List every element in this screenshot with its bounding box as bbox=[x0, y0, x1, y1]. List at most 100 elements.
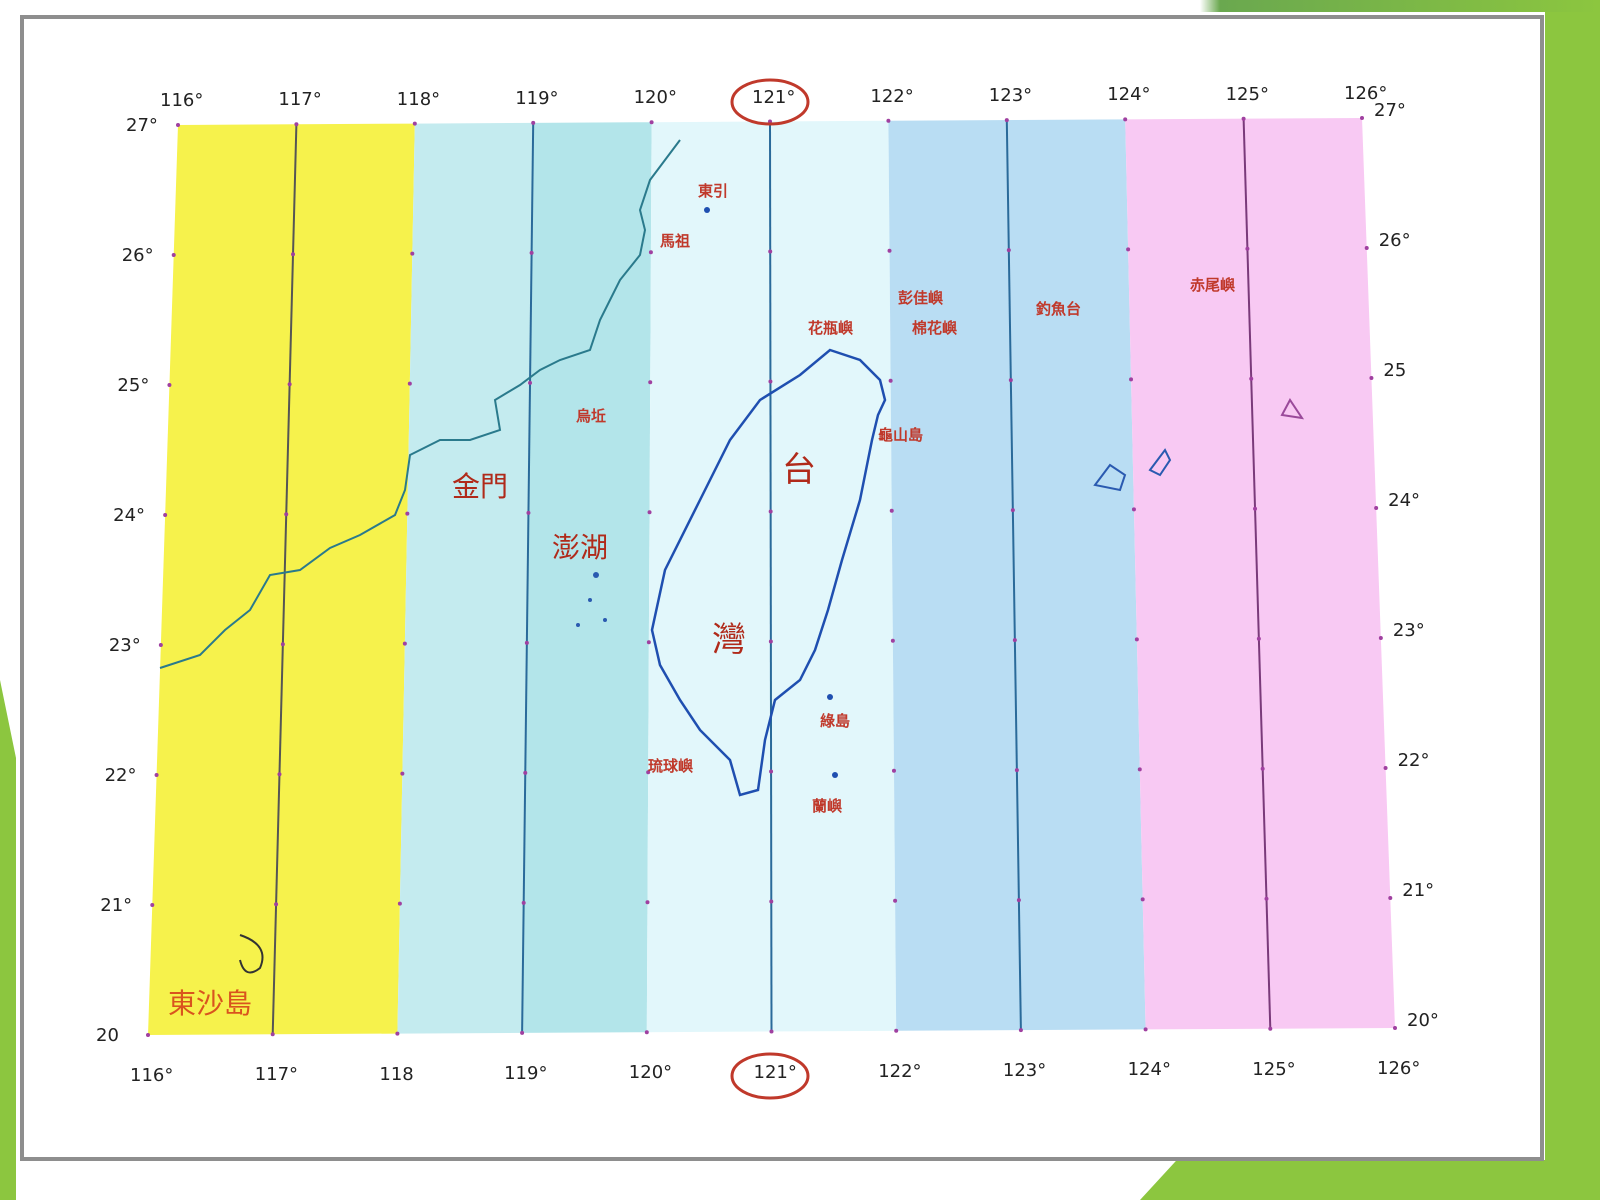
right-tick-label: 21° bbox=[1402, 880, 1435, 901]
bottom-tick-label: 123° bbox=[1002, 1060, 1047, 1082]
meridian-121 bbox=[769, 121, 773, 1032]
ludao-dot bbox=[827, 694, 833, 700]
label-matsu: 馬祖 bbox=[660, 232, 691, 250]
meridian-121-top-circle bbox=[730, 78, 810, 126]
right-tick-label: 23° bbox=[1392, 620, 1425, 641]
grid-mark bbox=[1014, 768, 1019, 773]
bottom-tick-label: 120° bbox=[628, 1062, 673, 1084]
green-frame-left bbox=[0, 680, 16, 1200]
grid-mark bbox=[1360, 116, 1364, 120]
grid-mark bbox=[888, 378, 893, 383]
left-tick-label: 25° bbox=[117, 375, 150, 396]
top-tick-label: 123° bbox=[988, 85, 1033, 107]
grid-mark bbox=[410, 251, 415, 256]
zone-119-120 bbox=[522, 122, 652, 1033]
grid-mark bbox=[769, 769, 774, 774]
grid-mark bbox=[280, 642, 285, 647]
bottom-tick-label: 124° bbox=[1127, 1059, 1171, 1081]
grid-mark bbox=[887, 248, 892, 253]
right-tick-label: 22° bbox=[1397, 750, 1430, 771]
grid-mark bbox=[395, 1031, 400, 1036]
meridian-123 bbox=[1005, 120, 1022, 1031]
label-taiwan-1: 台 bbox=[782, 450, 816, 490]
grid-mark bbox=[524, 640, 529, 645]
grid-mark bbox=[1018, 1028, 1023, 1033]
meridian-125 bbox=[1242, 118, 1272, 1029]
grid-mark bbox=[1256, 636, 1261, 641]
grid-mark bbox=[649, 120, 654, 125]
grid-mark bbox=[528, 380, 533, 385]
label-lanyu: 蘭嶼 bbox=[812, 797, 843, 815]
grid-mark bbox=[1374, 506, 1379, 510]
label-liuqiu: 琉球嶼 bbox=[648, 757, 694, 775]
meridian-121-bottom-circle bbox=[730, 1052, 810, 1100]
grid-mark bbox=[294, 122, 299, 127]
green-frame-right bbox=[1545, 0, 1600, 1200]
zone-116-118 bbox=[148, 123, 415, 1036]
grid-mark bbox=[1383, 766, 1388, 770]
meridian-117 bbox=[271, 124, 298, 1035]
grid-mark bbox=[768, 249, 773, 254]
grid-mark bbox=[644, 1030, 649, 1035]
right-tick-label: 24° bbox=[1388, 490, 1421, 511]
grid-mark bbox=[1369, 376, 1374, 380]
grid-mark bbox=[648, 250, 653, 255]
grid-mark bbox=[1393, 1026, 1397, 1030]
label-kinmen: 金門 bbox=[452, 470, 509, 503]
grid-mark bbox=[146, 1033, 150, 1037]
bottom-tick-label: 126° bbox=[1377, 1058, 1421, 1079]
grid-mark bbox=[400, 771, 405, 776]
grid-mark bbox=[1249, 376, 1254, 381]
grid-mark bbox=[529, 250, 534, 255]
chiwei-island bbox=[1280, 398, 1305, 420]
penghu-islands bbox=[576, 572, 607, 627]
grid-mark bbox=[1140, 897, 1145, 902]
grid-mark bbox=[158, 643, 163, 647]
left-tick-label: 20 bbox=[96, 1025, 119, 1046]
left-tick-label: 27° bbox=[126, 115, 158, 136]
left-tick-label: 26° bbox=[121, 245, 154, 266]
right-tick-label: 25 bbox=[1383, 360, 1407, 381]
label-huaping: 花瓶嶼 bbox=[808, 319, 854, 337]
left-tick-label: 24° bbox=[113, 505, 146, 526]
grid-mark bbox=[645, 900, 650, 905]
grid-mark bbox=[1008, 378, 1013, 383]
top-tick-label: 124° bbox=[1107, 84, 1151, 106]
grid-mark bbox=[1010, 508, 1015, 513]
grid-mark bbox=[405, 511, 410, 516]
top-tick-label: 117° bbox=[278, 89, 322, 111]
right-tick-label: 27° bbox=[1374, 100, 1406, 121]
grid-mark bbox=[1016, 898, 1021, 903]
grid-mark bbox=[150, 903, 155, 907]
grid-mark bbox=[526, 510, 531, 515]
right-tick-label: 26° bbox=[1378, 230, 1411, 251]
grid-mark bbox=[291, 252, 296, 257]
grid-mark bbox=[768, 509, 773, 514]
label-pengjia: 彭佳嶼 bbox=[898, 289, 944, 307]
grid-mark bbox=[1129, 377, 1134, 382]
grid-mark bbox=[284, 512, 289, 517]
grid-mark bbox=[521, 900, 526, 905]
left-tick-label: 21° bbox=[100, 895, 133, 916]
grid-mark bbox=[1137, 767, 1142, 772]
grid-mark bbox=[889, 508, 894, 513]
grid-mark bbox=[1123, 117, 1128, 122]
top-tick-label: 118° bbox=[396, 88, 441, 110]
label-ludao: 綠島 bbox=[820, 712, 851, 730]
grid-mark bbox=[1126, 247, 1131, 252]
left-tick-label: 22° bbox=[104, 765, 137, 786]
top-tick-label: 122° bbox=[870, 85, 914, 107]
top-tick-label: 121° bbox=[752, 86, 796, 108]
grid-mark bbox=[1388, 896, 1393, 900]
grid-mark bbox=[154, 773, 159, 777]
label-dongyin: 東引 bbox=[698, 182, 729, 200]
grid-mark bbox=[1012, 638, 1017, 643]
label-penghu: 澎湖 bbox=[552, 531, 609, 564]
grid-mark bbox=[646, 770, 651, 775]
top-tick-label: 126° bbox=[1344, 83, 1388, 104]
right-tick-label: 20° bbox=[1407, 1010, 1439, 1031]
dongsha-island bbox=[239, 934, 264, 974]
grid-mark bbox=[412, 121, 417, 126]
label-dongsha: 東沙島 bbox=[168, 987, 253, 1020]
